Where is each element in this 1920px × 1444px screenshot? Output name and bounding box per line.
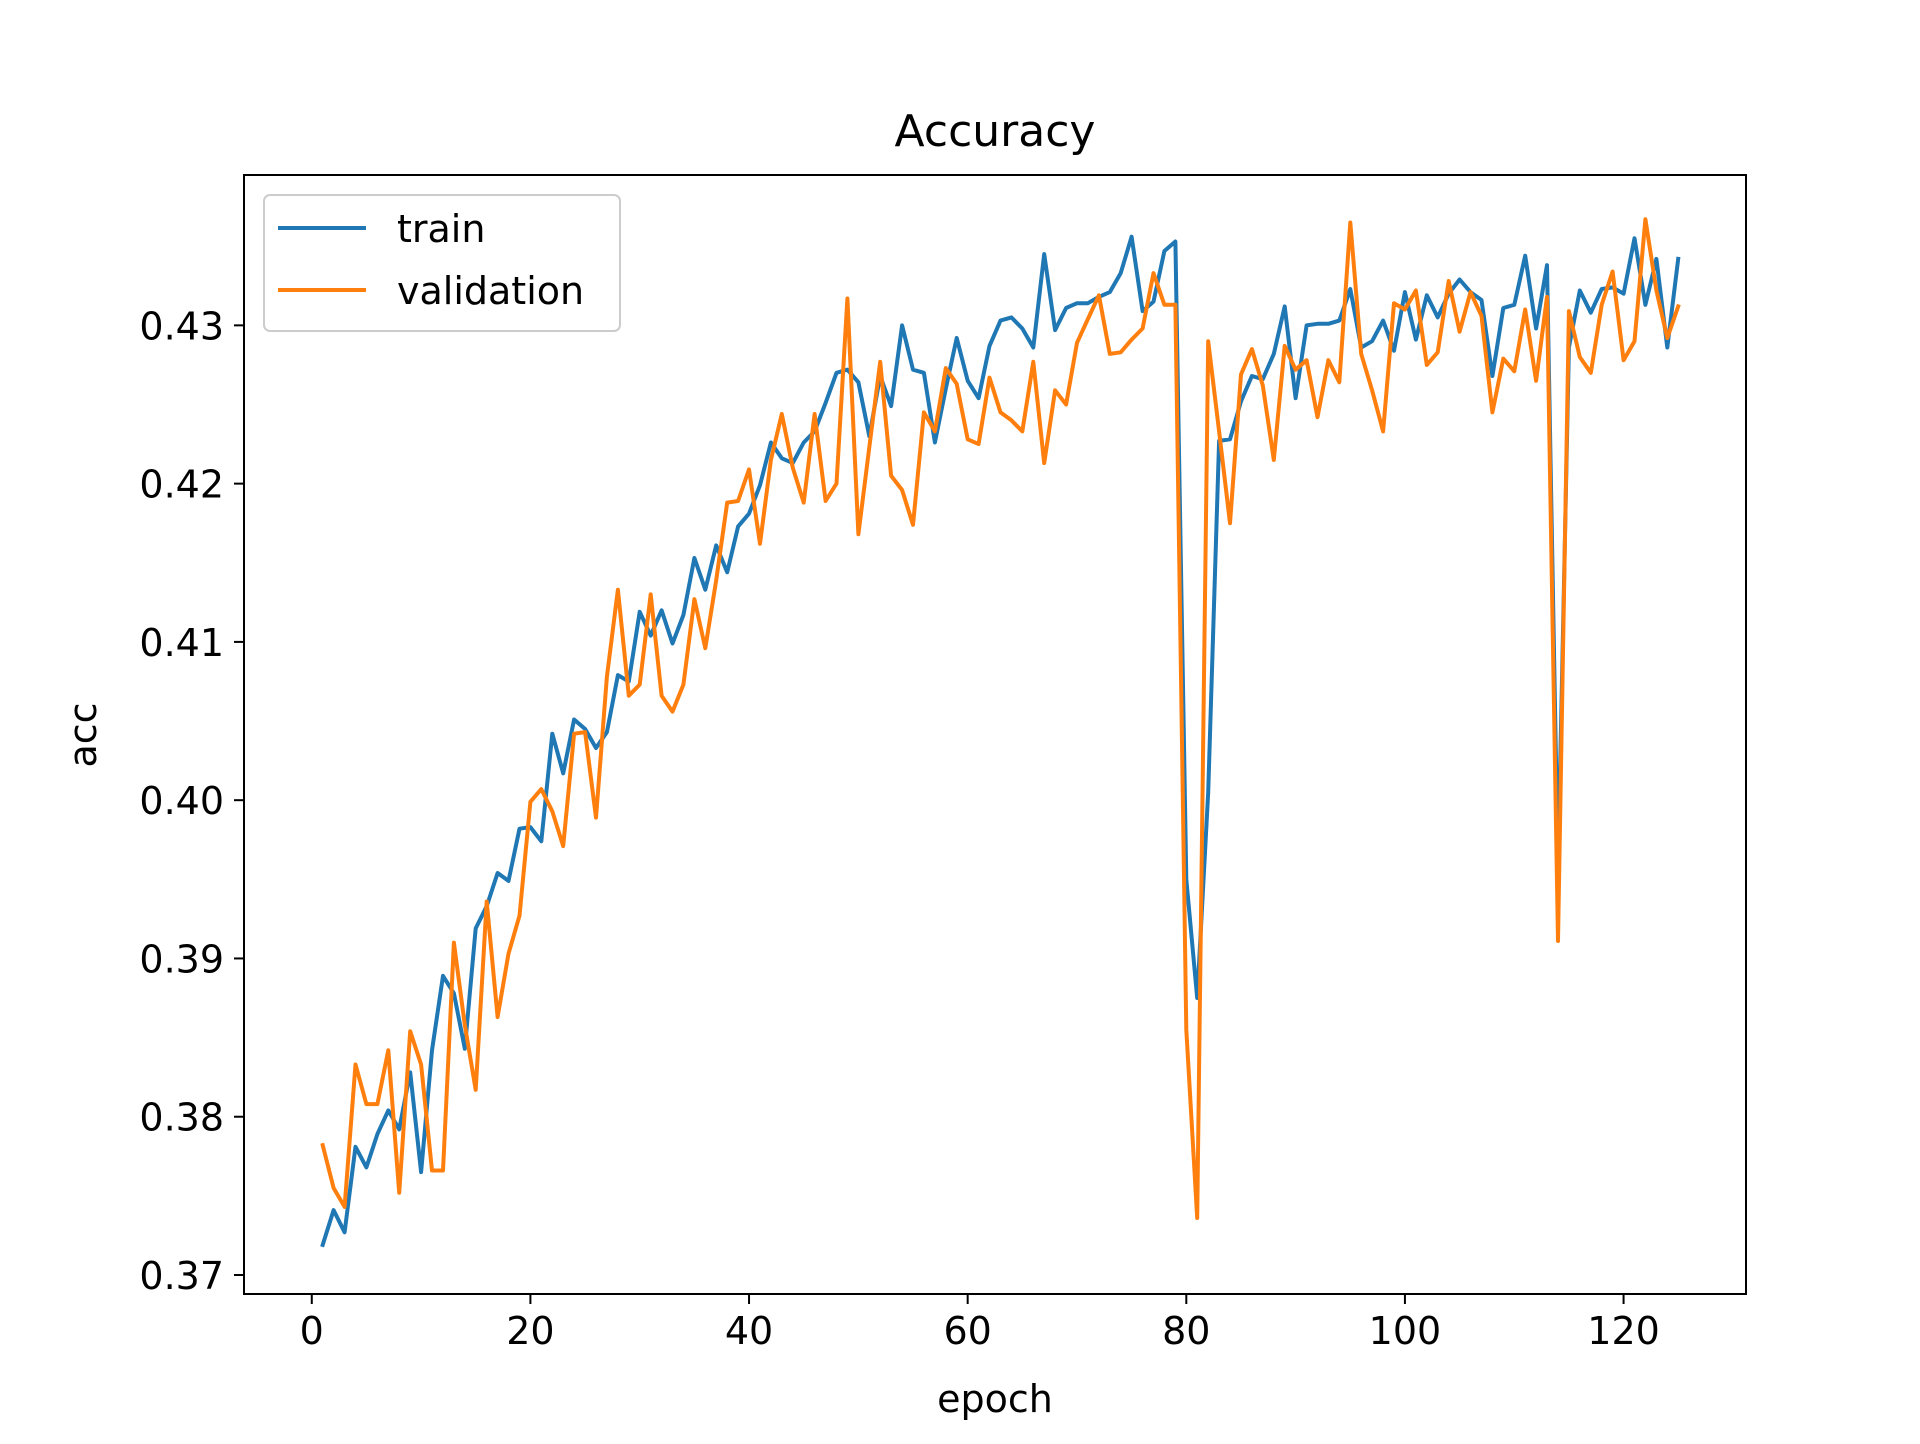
x-tick-label: 80	[1162, 1309, 1210, 1353]
x-axis-label: epoch	[937, 1377, 1053, 1421]
y-tick-label: 0.39	[139, 937, 224, 981]
x-tick-label: 100	[1369, 1309, 1442, 1353]
x-tick-label: 40	[725, 1309, 773, 1353]
legend: train validation	[263, 194, 621, 332]
y-axis-ticks: 0.37 0.38 0.39 0.40 0.41 0.42 0.43	[139, 304, 244, 1298]
series-layer	[320, 217, 1681, 1248]
legend-label-train: train	[397, 207, 485, 251]
chart-title: Accuracy	[895, 106, 1096, 157]
y-tick-label: 0.42	[139, 463, 224, 507]
y-tick-label: 0.43	[139, 304, 224, 348]
x-tick-label: 120	[1587, 1309, 1660, 1353]
y-tick-label: 0.37	[139, 1254, 224, 1298]
series-line-validation	[320, 217, 1681, 1220]
x-axis-ticks: 0 20 40 60 80 100 120	[300, 1294, 1660, 1353]
y-tick-label: 0.38	[139, 1096, 224, 1140]
x-tick-label: 60	[943, 1309, 991, 1353]
axes-frame	[243, 174, 1747, 1295]
y-tick-label: 0.40	[139, 779, 224, 823]
legend-label-validation: validation	[397, 269, 584, 313]
x-tick-label: 0	[300, 1309, 324, 1353]
x-tick-label: 20	[506, 1309, 554, 1353]
y-tick-label: 0.41	[139, 621, 224, 665]
y-axis-label: acc	[61, 702, 105, 767]
